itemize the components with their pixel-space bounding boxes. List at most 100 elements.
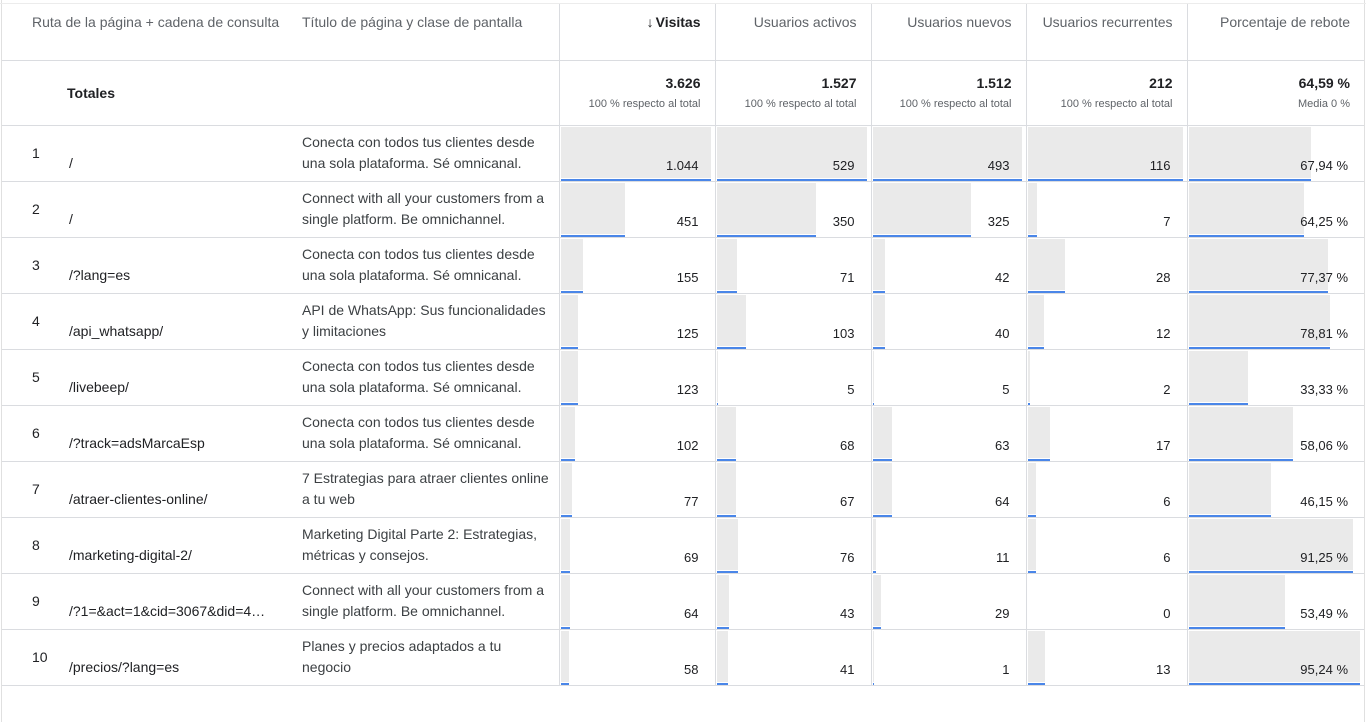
table-row[interactable]: 4/api_whatsapp/API de WhatsApp: Sus func… [2, 293, 1364, 350]
page-title[interactable]: 7 Estrategias para atraer clientes onlin… [302, 461, 559, 518]
table-row[interactable]: 10/precios/?lang=es Planes y precios adap… [2, 629, 1364, 686]
new-users-bar-line [872, 514, 892, 517]
active-users-bar [716, 126, 867, 178]
page-path[interactable]: /marketing-digital-2/ [69, 546, 192, 563]
returning-users-bar-line [1027, 570, 1036, 573]
active-users-bar-line [716, 178, 867, 181]
views-cell: 451 [558, 181, 715, 238]
new-users-bar-line [872, 178, 1022, 181]
new-users-cell: 1 [870, 629, 1026, 686]
row-rank: 6 [32, 424, 40, 441]
views-cell: 77 [558, 461, 715, 518]
views-bar [560, 462, 572, 514]
bounce-rate-bar-line [1188, 290, 1328, 293]
page-title[interactable]: Conecta con todos tus clientes desde una… [302, 405, 559, 462]
views-bar [560, 518, 571, 570]
bounce-rate-value: 33,33 % [1300, 381, 1348, 397]
page-path[interactable]: /atraer-clientes-online/ [69, 490, 208, 507]
returning-users-bar [1027, 238, 1065, 290]
page-path[interactable]: /livebeep/ [69, 378, 129, 395]
totals-active-users: 1.527 100 % respecto al total [714, 60, 871, 126]
table-row[interactable]: 3 /?lang=es Conecta con todos tus clientes… [2, 237, 1364, 294]
active-users-bar [716, 238, 737, 290]
page-path[interactable]: /?track=adsMarcaEsp [69, 434, 205, 451]
active-users-bar-line [716, 626, 729, 629]
returning-users-bar-line [1027, 234, 1037, 237]
column-header-returning-users[interactable]: Usuarios recurrentes [1025, 4, 1187, 61]
active-users-bar-line [716, 234, 816, 237]
views-bar-line [560, 682, 569, 685]
table-row[interactable]: 7/atraer-clientes-online/7 Estrategias p… [2, 461, 1364, 518]
page-path-cell: 1/ [2, 125, 302, 182]
table-row[interactable]: 6 /?track=adsMarcaEsp Conecta con todos tu… [2, 405, 1364, 462]
column-header-active-users[interactable]: Usuarios activos [714, 4, 871, 61]
active-users-cell: 350 [714, 181, 871, 238]
row-rank: 9 [32, 592, 40, 609]
views-cell: 102 [558, 405, 715, 462]
new-users-bar [872, 182, 971, 234]
active-users-cell: 67 [714, 461, 871, 518]
new-users-bar-line [872, 346, 885, 349]
new-users-value: 1 [1002, 661, 1010, 677]
page-path[interactable]: / [69, 154, 73, 171]
bounce-rate-bar-line [1188, 346, 1331, 349]
column-header-views[interactable]: ↓ Visitas [558, 4, 715, 61]
bounce-rate-cell: 91,25 % [1186, 517, 1364, 574]
page-title[interactable]: Conecta con todos tus clientes desde una… [302, 125, 559, 182]
active-users-bar [716, 462, 736, 514]
new-users-bar-line [872, 402, 874, 405]
page-title[interactable]: Connect with all your customers from a s… [302, 573, 559, 630]
new-users-value: 5 [1002, 381, 1010, 397]
returning-users-bar-line [1027, 290, 1065, 293]
table-row[interactable]: 5/livebeep/Conecta con todos tus cliente… [2, 349, 1364, 406]
header-row: Ruta de la página + cadena de consulta T… [2, 4, 1364, 61]
active-users-value: 529 [832, 157, 855, 173]
returning-users-bar [1027, 406, 1051, 458]
column-header-new-users[interactable]: Usuarios nuevos [870, 4, 1026, 61]
table-row[interactable]: 1/Conecta con todos tus clientes desde u… [2, 125, 1364, 182]
returning-users-cell: 13 [1025, 629, 1187, 686]
page-title[interactable]: Conecta con todos tus clientes desde una… [302, 349, 559, 406]
new-users-value: 64 [995, 493, 1010, 509]
returning-users-cell: 2 [1025, 349, 1187, 406]
active-users-cell: 71 [714, 237, 871, 294]
page-title[interactable]: Connect with all your customers from a s… [302, 181, 559, 238]
page-title[interactable]: Conecta con todos tus clientes desde una… [302, 237, 559, 294]
table-row[interactable]: 9 /?1=&act=1&cid=3067&did=44… Connect with… [2, 573, 1364, 630]
page-path[interactable]: / [69, 210, 73, 227]
page-title[interactable]: Planes y precios adaptados a tu negocio [302, 629, 559, 686]
new-users-cell: 493 [870, 125, 1026, 182]
views-value: 1.044 [665, 157, 699, 173]
bounce-rate-cell: 95,24 % [1186, 629, 1364, 686]
bounce-rate-cell: 78,81 % [1186, 293, 1364, 350]
returning-users-bar [1027, 294, 1044, 346]
page-path[interactable]: /api_whatsapp/ [69, 322, 164, 339]
returning-users-bar [1027, 630, 1045, 682]
page-path-cell: 4/api_whatsapp/ [2, 293, 302, 350]
views-bar [560, 294, 579, 346]
active-users-value: 76 [840, 549, 855, 565]
views-cell: 64 [558, 573, 715, 630]
page-path[interactable]: /precios/?lang=es [69, 658, 180, 675]
new-users-bar [872, 406, 892, 458]
page-path[interactable]: /?lang=es [69, 266, 131, 283]
returning-users-cell: 28 [1025, 237, 1187, 294]
totals-row: Totales 3.626 100 % respecto al total 1.5… [2, 60, 1364, 126]
page-title[interactable]: API de WhatsApp: Sus funcionalidades y l… [302, 293, 559, 350]
bounce-rate-cell: 33,33 % [1186, 349, 1364, 406]
active-users-bar-line [716, 290, 737, 293]
page-title[interactable]: Marketing Digital Parte 2: Estrategias, … [302, 517, 559, 574]
column-header-bounce-rate[interactable]: Porcentaje de rebote [1186, 4, 1364, 61]
bounce-rate-bar [1188, 574, 1285, 626]
table-row[interactable]: 2/Connect with all your customers from a… [2, 181, 1364, 238]
page-path[interactable]: /?1=&act=1&cid=3067&did=44… [69, 602, 269, 619]
returning-users-value: 6 [1163, 493, 1171, 509]
views-value: 102 [676, 437, 699, 453]
active-users-value: 71 [840, 269, 855, 285]
views-bar-line [560, 458, 576, 461]
column-header-page-path[interactable]: Ruta de la página + cadena de consulta [2, 4, 302, 61]
column-header-page-title[interactable]: Título de página y clase de pantalla [302, 4, 559, 61]
table-row[interactable]: 8/marketing-digital-2/Marketing Digital … [2, 517, 1364, 574]
totals-views: 3.626 100 % respecto al total [558, 60, 715, 126]
